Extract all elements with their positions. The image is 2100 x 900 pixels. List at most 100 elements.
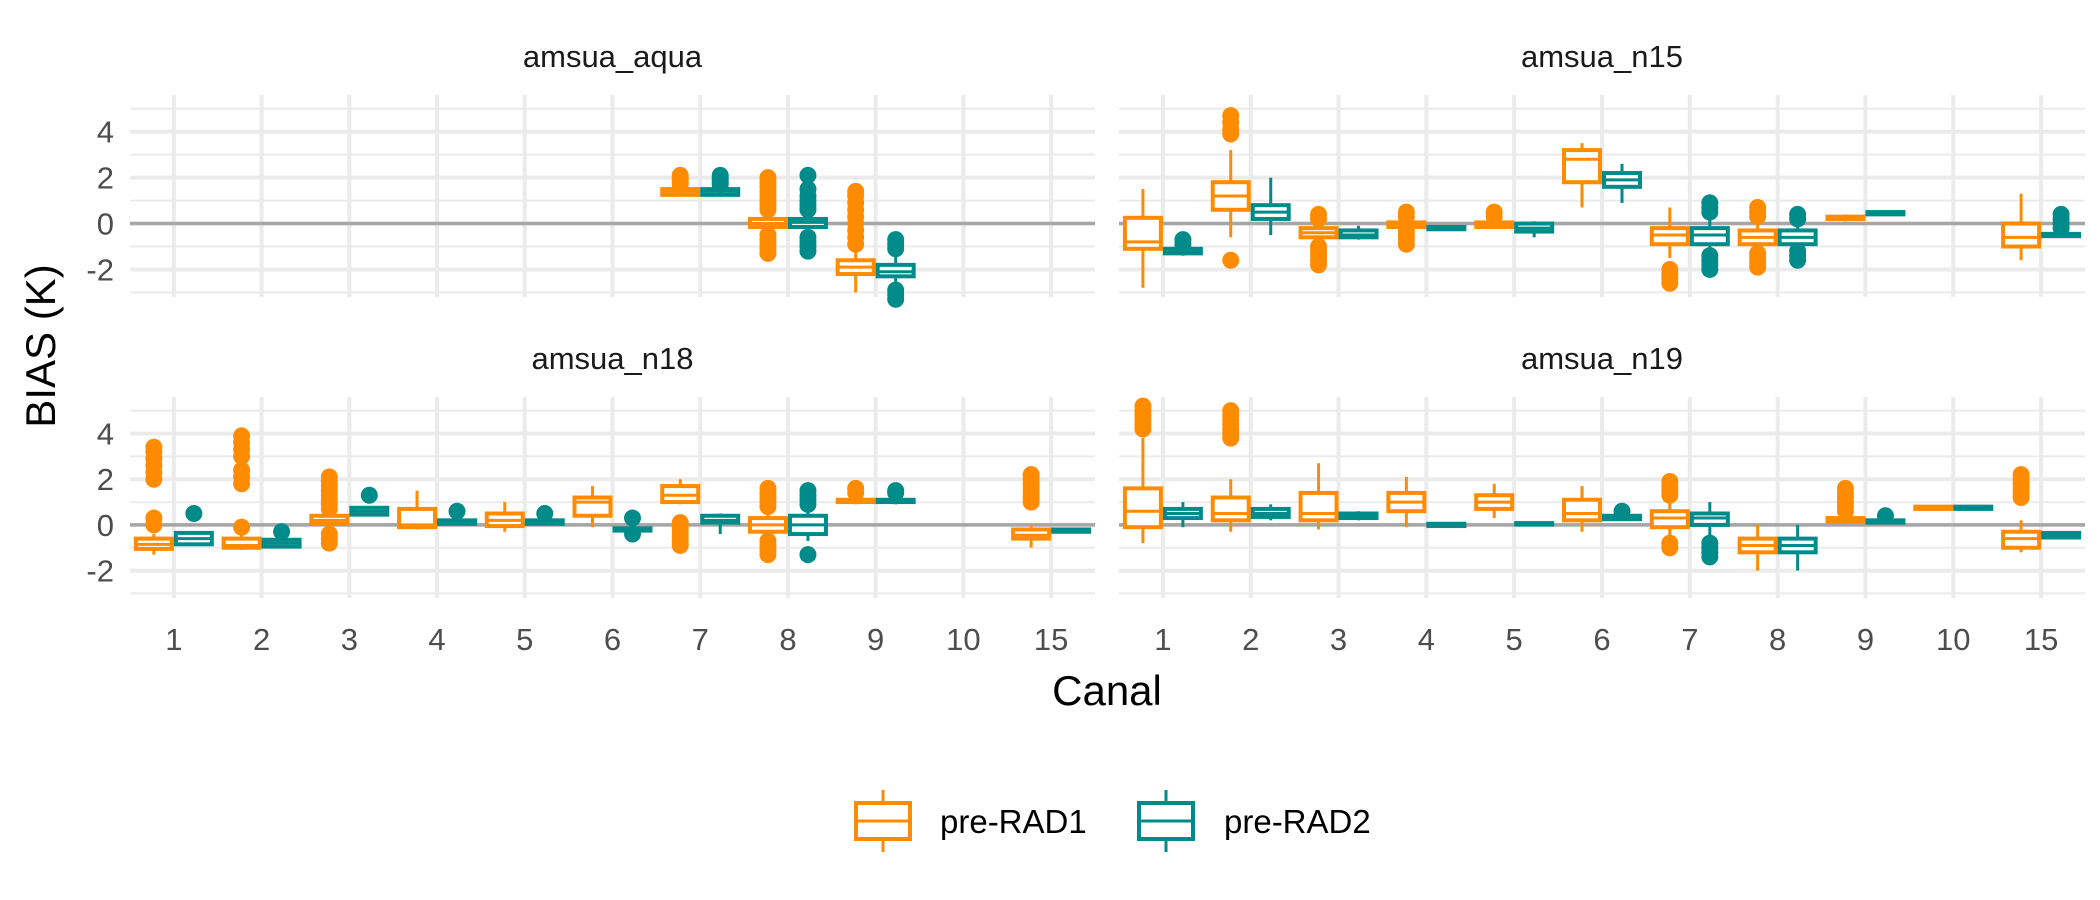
x-tick-label: 6: [1593, 622, 1610, 657]
outlier-point: [887, 281, 905, 299]
box-pre-RAD1-canal-5: [1474, 203, 1515, 229]
outlier-point: [1701, 534, 1719, 552]
box-pre-RAD2-canal-8: [1777, 524, 1818, 571]
outlier-point: [1310, 238, 1328, 255]
box-pre-RAD2-canal-2: [261, 523, 302, 549]
box-pre-RAD1-canal-6: [572, 486, 613, 528]
facet-title: amsua_aqua: [523, 39, 703, 74]
outlier-point: [320, 525, 338, 543]
facet-panel: amsua_n18: [130, 341, 1095, 598]
box-pre-RAD2-canal-6: [1602, 502, 1642, 522]
outlier-point: [360, 486, 378, 504]
outlier-point: [448, 502, 466, 520]
box-pre-RAD1-canal-9: [1825, 479, 1866, 524]
x-tick-label: 4: [1418, 622, 1435, 657]
outlier-point: [887, 231, 905, 249]
outlier-point: [273, 523, 291, 541]
outlier-point: [1749, 198, 1767, 216]
outlier-point: [1749, 244, 1767, 262]
outlier-point: [145, 509, 163, 527]
box-pre-RAD1-canal-1: [133, 438, 174, 555]
box-pre-RAD1-canal-9: [1825, 214, 1866, 222]
outlier-point: [759, 532, 777, 550]
outlier-point: [1022, 466, 1040, 484]
outlier-point: [1661, 473, 1679, 491]
legend-label: pre-RAD2: [1224, 803, 1371, 840]
x-tick-label: 10: [1936, 622, 1970, 657]
outlier-point: [799, 180, 817, 198]
outlier-point: [887, 482, 905, 500]
box-pre-RAD1-canal-3: [1298, 205, 1339, 274]
box-pre-RAD2-canal-3: [349, 486, 390, 517]
box-pre-RAD1-canal-7: [660, 479, 701, 554]
x-tick-label: 15: [2024, 622, 2058, 657]
outlier-point: [1789, 205, 1807, 223]
outlier-point: [799, 482, 817, 500]
outlier-point: [759, 169, 777, 187]
box-pre-RAD2-canal-5: [1514, 521, 1555, 527]
labels-layer: 4 2 0 -2 4 2 0 -2 1 2 3 4 5 6 7 8 9 10 15 1 2 3 4 5 6 7 8 9 10 15 Cana…: [17, 115, 2058, 714]
x-tick-label: 7: [1681, 622, 1698, 657]
y-tick-label: 4: [97, 115, 114, 150]
outlier-point: [1485, 203, 1503, 221]
box-pre-RAD1-canal-8: [747, 169, 788, 262]
box-pre-RAD1-canal-15: [2001, 466, 2042, 553]
outlier-point: [2052, 205, 2070, 223]
outlier-point: [1836, 479, 1854, 497]
facet-panel: amsua_aqua: [130, 39, 1095, 308]
x-tick-label: 3: [1330, 622, 1347, 657]
x-tick-label: 2: [253, 622, 270, 657]
outlier-point: [320, 468, 338, 486]
box-pre-RAD1-canal-10: [1913, 504, 1954, 511]
outlier-point: [799, 166, 817, 184]
box-iqr: [2001, 221, 2042, 249]
box-pre-RAD2-canal-2: [1250, 504, 1291, 521]
box-pre-RAD2-canal-1: [1162, 502, 1203, 528]
box-pre-RAD1-canal-9: [835, 479, 876, 505]
y-tick-label: -2: [86, 252, 114, 287]
outlier-point: [799, 228, 817, 246]
x-tick-label: 3: [341, 622, 358, 657]
outlier-point: [536, 504, 554, 522]
box-pre-RAD1-canal-8: [1737, 524, 1778, 571]
box-pre-RAD1-canal-8: [747, 479, 788, 564]
outlier-point: [1701, 194, 1719, 212]
box-pre-RAD1-canal-15: [2001, 193, 2042, 261]
x-tick-label: 6: [604, 622, 621, 657]
facet-title: amsua_n18: [531, 341, 693, 376]
box-pre-RAD1-canal-2: [1210, 402, 1251, 532]
outlier-point: [759, 479, 777, 497]
facet-title: amsua_n15: [1521, 39, 1683, 74]
box-iqr: [1562, 497, 1602, 523]
x-tick-label: 9: [867, 622, 884, 657]
outlier-point: [1222, 107, 1240, 125]
outlier-point: [1876, 507, 1894, 525]
x-tick-label: 8: [1769, 622, 1786, 657]
box-pre-RAD2-canal-6: [1602, 163, 1642, 203]
box-pre-RAD1-canal-6: [1562, 143, 1602, 208]
box-pre-RAD1-canal-3: [1298, 463, 1339, 530]
box-pre-RAD2-canal-3: [1338, 511, 1379, 521]
x-tick-label: 9: [1857, 622, 1874, 657]
box-pre-RAD2-canal-5: [1514, 221, 1555, 238]
box-pre-RAD1-canal-15: [1011, 466, 1052, 548]
outlier-point: [1222, 402, 1240, 420]
y-tick-label: 0: [97, 508, 114, 543]
box-pre-RAD1-canal-7: [1649, 207, 1690, 292]
box-pre-RAD2-canal-15: [2041, 530, 2082, 540]
box-pre-RAD1-canal-1: [1122, 189, 1163, 288]
panels-layer: amsua_aqua amsua_n15 amsua_n18 amsua_n19: [130, 39, 2085, 598]
box-iqr: [572, 495, 613, 518]
y-tick-label: 2: [97, 462, 114, 497]
outlier-point: [624, 525, 641, 543]
legend-key-box-icon: [1137, 790, 1195, 852]
y-tick-label: 0: [97, 207, 114, 242]
box-pre-RAD2-canal-7: [700, 166, 741, 197]
box-pre-RAD2-canal-15: [2041, 205, 2082, 239]
y-tick-label: -2: [86, 554, 114, 589]
box-pre-RAD1-canal-6: [1562, 486, 1602, 532]
box-pre-RAD2-canal-9: [1865, 507, 1906, 525]
box-pre-RAD1-canal-7: [660, 166, 701, 197]
outlier-point: [1789, 242, 1807, 260]
x-tick-label: 4: [428, 622, 445, 657]
